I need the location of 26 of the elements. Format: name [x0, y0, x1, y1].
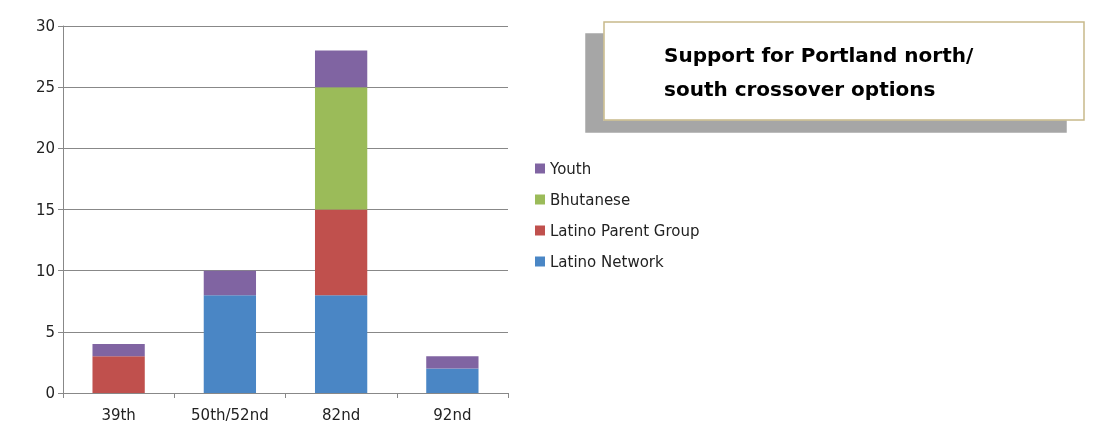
bar: [314, 295, 368, 393]
legend-label: Bhutanese: [550, 190, 631, 209]
legend-label: Youth: [549, 159, 592, 178]
y-tick-label: 15: [35, 200, 55, 219]
y-tick-label: 20: [35, 139, 55, 158]
bar: [426, 368, 479, 393]
bar: [314, 50, 368, 88]
x-tick-label: 50th/52nd: [191, 405, 269, 424]
y-tick-label: 30: [35, 17, 55, 35]
x-tick-label: 39th: [101, 405, 136, 424]
x-tick-label: 92nd: [433, 405, 472, 424]
bar: [203, 270, 257, 296]
bar: [314, 87, 368, 210]
bar: [203, 295, 257, 393]
y-tick-label: 10: [35, 261, 55, 280]
bar: [92, 344, 145, 357]
bar: [92, 356, 145, 393]
y-tick-label: 0: [45, 384, 55, 402]
bar: [426, 356, 479, 369]
legend-label: Latino Network: [550, 252, 664, 271]
legend-label: Latino Parent Group: [550, 221, 700, 240]
x-tick-label: 82nd: [322, 405, 361, 424]
bar: [314, 209, 368, 296]
y-tick-label: 25: [35, 78, 55, 97]
text: Support for Portland north/south crossover options: [664, 43, 974, 101]
y-tick-label: 5: [45, 322, 55, 341]
